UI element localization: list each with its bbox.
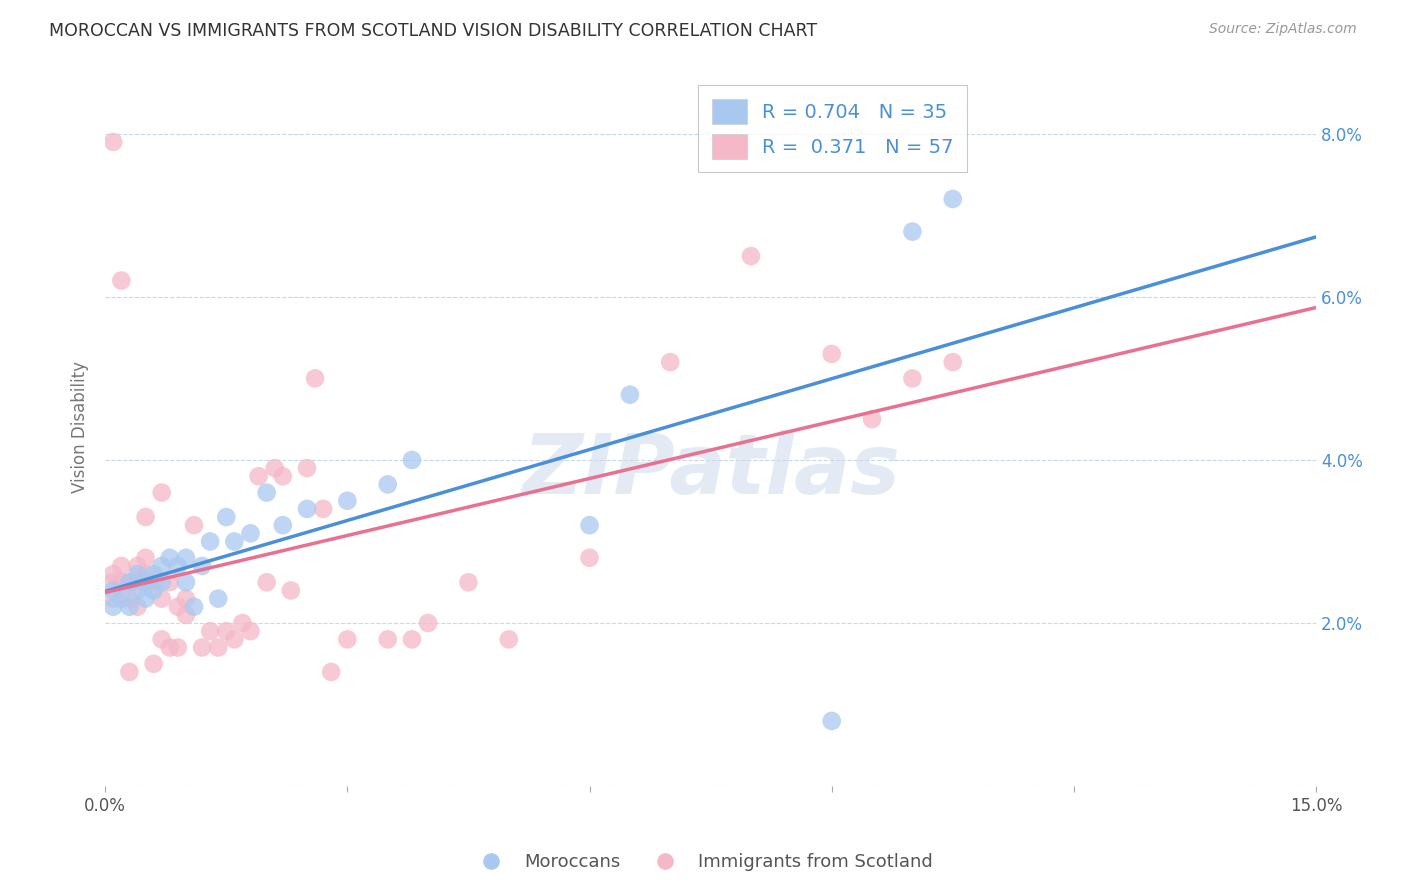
Point [659, 355, 682, 369]
Point [619, 388, 641, 402]
Point [150, 558, 173, 573]
Point [159, 550, 181, 565]
Point [135, 591, 157, 606]
Point [336, 632, 359, 647]
Point [103, 567, 125, 582]
Point [457, 575, 479, 590]
Point [110, 558, 132, 573]
Point [150, 632, 173, 647]
Point [312, 501, 335, 516]
Point [103, 591, 125, 606]
Point [103, 135, 125, 149]
Point [336, 493, 359, 508]
Point [740, 249, 762, 263]
Point [174, 550, 197, 565]
Point [167, 558, 190, 573]
Point [231, 615, 253, 630]
Point [174, 607, 197, 622]
Point [821, 714, 844, 728]
Text: MOROCCAN VS IMMIGRANTS FROM SCOTLAND VISION DISABILITY CORRELATION CHART: MOROCCAN VS IMMIGRANTS FROM SCOTLAND VIS… [49, 22, 817, 40]
Point [401, 453, 423, 467]
Legend: Moroccans, Immigrants from Scotland: Moroccans, Immigrants from Scotland [467, 847, 939, 879]
Point [860, 412, 883, 426]
Point [142, 583, 165, 598]
Point [239, 526, 262, 541]
Point [135, 510, 157, 524]
Point [142, 575, 165, 590]
Point [118, 575, 141, 590]
Point [118, 591, 141, 606]
Point [110, 591, 132, 606]
Point [256, 575, 278, 590]
Point [110, 274, 132, 288]
Point [127, 599, 149, 614]
Point [167, 599, 190, 614]
Point [127, 575, 149, 590]
Point [821, 347, 844, 361]
Point [150, 591, 173, 606]
Point [377, 477, 399, 491]
Point [578, 518, 600, 533]
Point [191, 640, 214, 655]
Point [942, 192, 965, 206]
Point [127, 558, 149, 573]
Point [118, 599, 141, 614]
Point [174, 591, 197, 606]
Point [901, 371, 924, 385]
Point [127, 583, 149, 598]
Point [224, 632, 246, 647]
Point [247, 469, 270, 483]
Point [578, 550, 600, 565]
Point [191, 558, 214, 573]
Point [498, 632, 520, 647]
Point [239, 624, 262, 639]
Point [295, 461, 318, 475]
Point [198, 624, 221, 639]
Point [183, 599, 205, 614]
Point [135, 550, 157, 565]
Point [401, 632, 423, 647]
Point [159, 575, 181, 590]
Point [142, 657, 165, 671]
Point [159, 640, 181, 655]
Point [377, 632, 399, 647]
Point [135, 575, 157, 590]
Point [256, 485, 278, 500]
Point [295, 501, 318, 516]
Point [215, 624, 238, 639]
Point [118, 665, 141, 679]
Point [263, 461, 285, 475]
Point [304, 371, 326, 385]
Point [150, 485, 173, 500]
Point [207, 591, 229, 606]
Point [142, 567, 165, 582]
Text: Source: ZipAtlas.com: Source: ZipAtlas.com [1209, 22, 1357, 37]
Point [321, 665, 343, 679]
Y-axis label: Vision Disability: Vision Disability [72, 361, 89, 493]
Point [198, 534, 221, 549]
Point [416, 615, 439, 630]
Point [127, 567, 149, 582]
Point [103, 575, 125, 590]
Point [103, 583, 125, 598]
Point [150, 575, 173, 590]
Point [207, 640, 229, 655]
Point [271, 518, 294, 533]
Point [183, 518, 205, 533]
Text: ZIPatlas: ZIPatlas [522, 430, 900, 511]
Point [167, 640, 190, 655]
Point [103, 599, 125, 614]
Point [174, 575, 197, 590]
Point [215, 510, 238, 524]
Point [110, 575, 132, 590]
Legend: R = 0.704   N = 35, R =  0.371   N = 57: R = 0.704 N = 35, R = 0.371 N = 57 [697, 86, 967, 172]
Point [942, 355, 965, 369]
Point [280, 583, 302, 598]
Point [224, 534, 246, 549]
Point [135, 567, 157, 582]
Point [118, 575, 141, 590]
Point [901, 225, 924, 239]
Point [271, 469, 294, 483]
